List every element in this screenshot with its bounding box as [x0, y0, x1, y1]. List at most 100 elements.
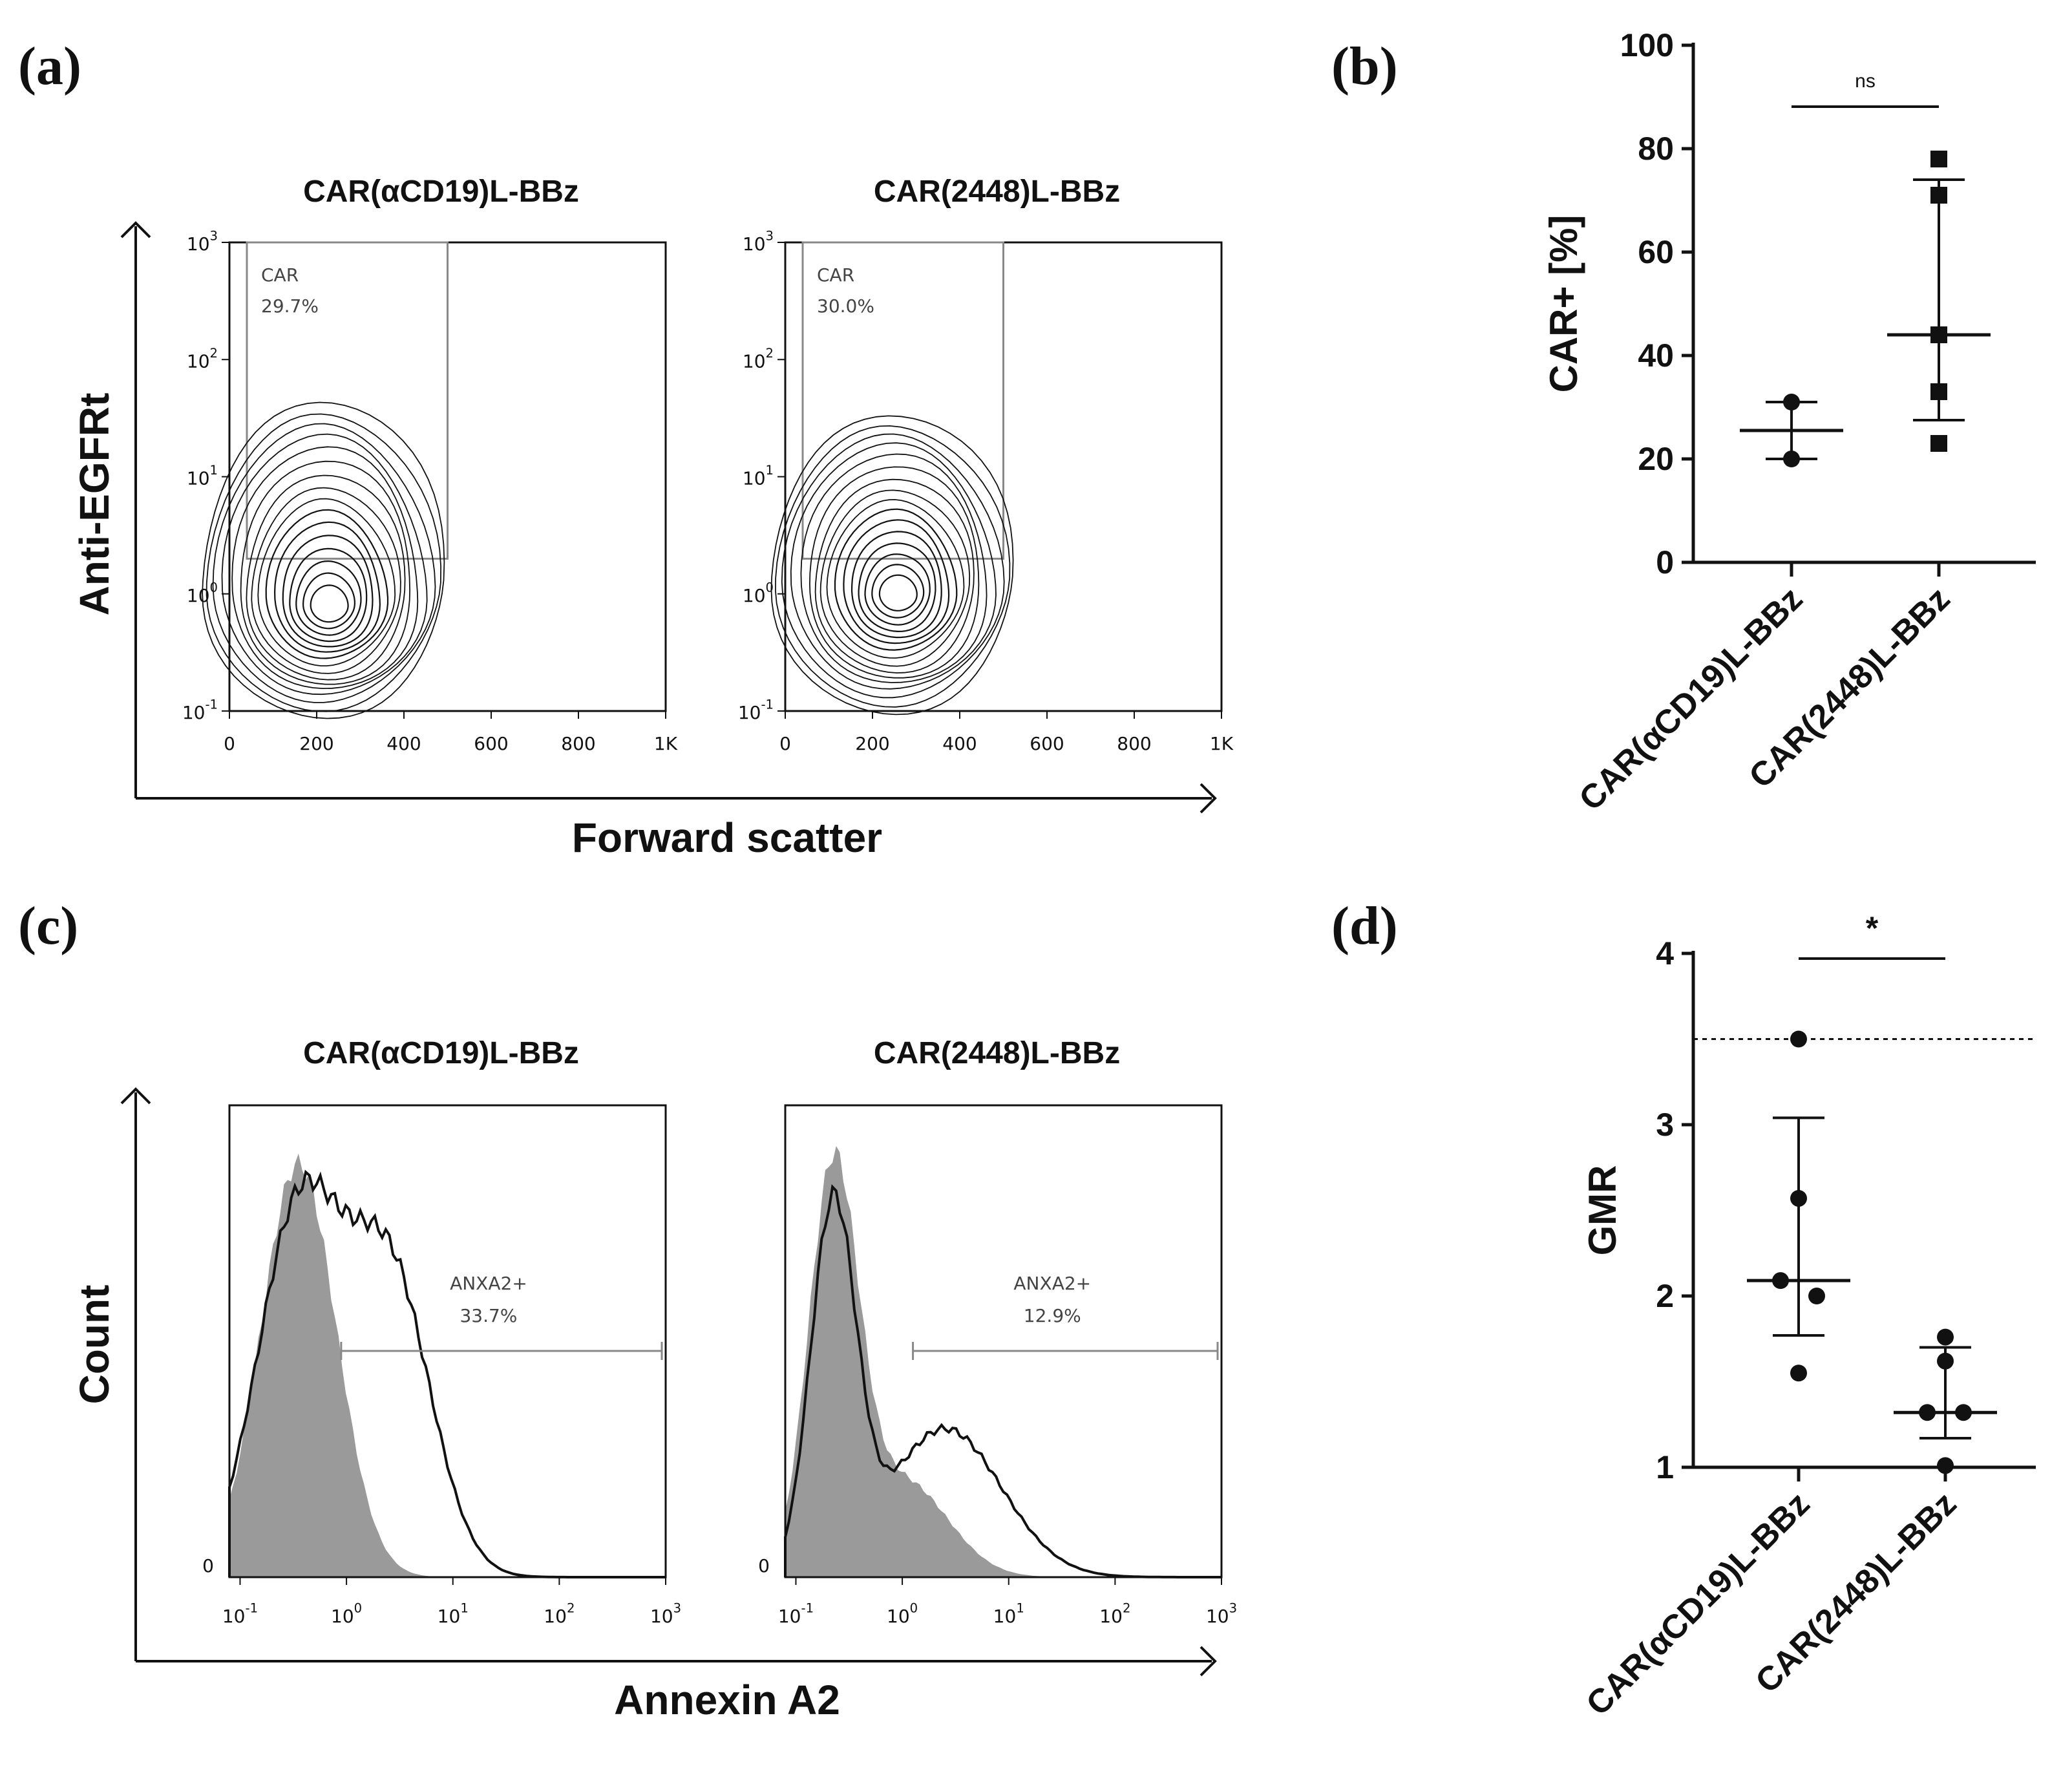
- x-tick-label: 600: [1030, 733, 1064, 754]
- contour-line: [864, 553, 931, 626]
- y-tick-label: 100: [743, 580, 774, 606]
- contour-line: [826, 499, 965, 659]
- arrow-head-x: [1200, 1646, 1217, 1677]
- data-point-circle: [1790, 1365, 1807, 1382]
- y-tick-label: 102: [187, 346, 218, 372]
- contour-line: [834, 508, 958, 651]
- data-point-square: [1930, 187, 1947, 204]
- x-tick-label: 100: [887, 1601, 918, 1627]
- plot-title: CAR(αCD19)L-BBz: [303, 1036, 579, 1070]
- contour-line: [282, 535, 374, 648]
- gate-value: 33.7%: [460, 1305, 517, 1326]
- y-axis-label: Anti-EGFRt: [71, 393, 118, 616]
- gate-box: [246, 241, 449, 560]
- data-point-square: [1930, 383, 1947, 400]
- contour-line: [814, 478, 975, 674]
- x-tick-label: 103: [650, 1601, 681, 1627]
- panel-label-c: (c): [18, 896, 78, 956]
- significance-label: *: [1866, 910, 1879, 946]
- x-tick-label: 200: [299, 733, 333, 754]
- data-point-circle: [1955, 1404, 1972, 1421]
- gate-value: 30.0%: [817, 295, 874, 317]
- plot-frame: [784, 1104, 1223, 1578]
- panel-label-a: (a): [18, 36, 81, 96]
- y-tick-label: 0: [1656, 544, 1674, 580]
- y-tick-label: 103: [187, 229, 218, 255]
- contour-line: [289, 547, 368, 642]
- x-tick-label: 102: [544, 1601, 575, 1627]
- y-tick-label: 2: [1656, 1278, 1674, 1314]
- contour-line: [231, 446, 419, 690]
- contour-line: [781, 433, 1005, 699]
- arrow-head-x: [1200, 783, 1217, 814]
- panel-label-d: (d): [1331, 896, 1398, 956]
- data-point-circle: [1772, 1272, 1789, 1290]
- x-tick-label: 400: [386, 733, 421, 754]
- y-tick-label: 0: [758, 1555, 770, 1577]
- y-axis-label: GMR: [1581, 1165, 1624, 1256]
- y-axis-label: Count: [71, 1285, 118, 1405]
- contour-line: [774, 425, 1011, 708]
- y-tick-label: 80: [1638, 131, 1674, 167]
- control-histogram-fill: [229, 1153, 666, 1577]
- x-tick-label: 800: [561, 733, 595, 754]
- data-point-circle: [1790, 1189, 1807, 1207]
- y-tick-label: 101: [187, 463, 218, 489]
- contour-line: [858, 542, 936, 633]
- contour-line: [851, 531, 942, 639]
- contour-line: [819, 489, 971, 667]
- y-tick-label: 60: [1638, 234, 1674, 270]
- x-tick-label: 0: [224, 733, 235, 754]
- y-tick-label: 102: [743, 346, 774, 372]
- gate-box: [801, 241, 1004, 560]
- contour-line: [202, 401, 445, 719]
- contour-line: [240, 460, 411, 685]
- panel-label-b: (b): [1331, 36, 1398, 96]
- plot-title: CAR(αCD19)L-BBz: [303, 175, 579, 209]
- y-tick-label: 1: [1656, 1449, 1674, 1485]
- gate-name: ANXA2+: [1013, 1273, 1091, 1294]
- data-point-circle: [1808, 1288, 1825, 1304]
- contour-line: [212, 423, 436, 703]
- x-tick-label: 101: [993, 1601, 1024, 1627]
- y-tick-label: 101: [743, 463, 774, 489]
- data-point-circle: [1783, 451, 1800, 467]
- y-tick-label: 0: [202, 1555, 214, 1577]
- contour-line: [770, 415, 1014, 716]
- x-tick-label: 1K: [654, 733, 678, 754]
- y-tick-label: 100: [1620, 27, 1674, 63]
- data-point-circle: [1919, 1404, 1936, 1421]
- y-axis-label: CAR+ [%]: [1542, 215, 1585, 392]
- contour-group: [202, 401, 445, 719]
- contour-line: [809, 466, 980, 679]
- x-tick-label: 600: [474, 733, 508, 754]
- y-tick-label: 10-1: [738, 697, 774, 723]
- contour-line: [302, 572, 356, 630]
- control-histogram-fill: [785, 1146, 1221, 1577]
- y-tick-label: 3: [1656, 1107, 1674, 1143]
- x-axis-label: Annexin A2: [614, 1677, 840, 1723]
- y-tick-label: 20: [1638, 441, 1674, 477]
- data-point-circle: [1937, 1352, 1954, 1370]
- gate-name: CAR: [817, 264, 854, 286]
- significance-label: ns: [1855, 70, 1876, 92]
- contour-line: [800, 453, 988, 683]
- x-tick-label: 400: [942, 733, 977, 754]
- x-tick-label: 200: [855, 733, 889, 754]
- plot-title: CAR(2448)L-BBz: [874, 175, 1120, 209]
- data-point-circle: [1937, 1457, 1954, 1474]
- data-point-circle: [1790, 1030, 1807, 1048]
- contour-line: [221, 433, 428, 696]
- contour-line: [878, 574, 918, 611]
- gate-value: 12.9%: [1024, 1305, 1081, 1326]
- x-tick-label: 10-1: [222, 1601, 258, 1627]
- gate-name: ANXA2+: [450, 1273, 527, 1294]
- contour-line: [295, 560, 362, 636]
- x-tick-label: 800: [1117, 733, 1151, 754]
- plot-frame: [228, 1104, 667, 1578]
- x-tick-label: 102: [1099, 1601, 1130, 1627]
- contour-line: [257, 498, 396, 666]
- x-axis-label: Forward scatter: [572, 814, 882, 861]
- data-point-circle: [1937, 1328, 1954, 1346]
- y-tick-label: 100: [187, 580, 218, 606]
